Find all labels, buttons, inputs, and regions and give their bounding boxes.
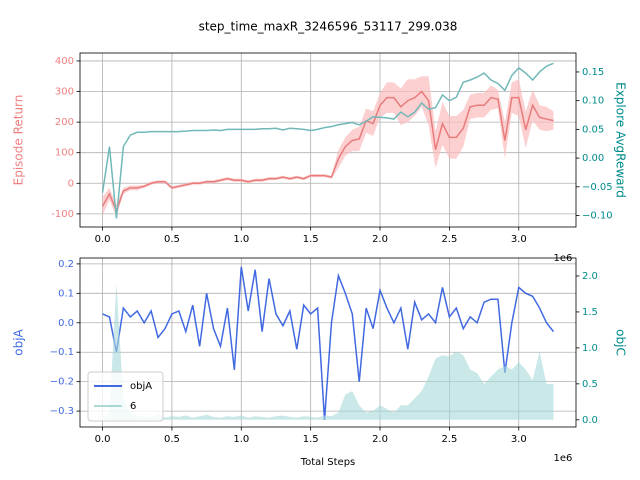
line <box>101 90 554 213</box>
x-tick-label: 1.5 <box>303 234 319 245</box>
y2-tick-label: −0.05 <box>582 182 613 193</box>
plot-area <box>102 266 555 420</box>
y-tick-label: 0.1 <box>58 288 74 299</box>
y2-tick-label: 1.5 <box>582 307 598 318</box>
x-offset-label: 1e6 <box>554 453 573 464</box>
y2-axis-label: Explore AvgReward <box>614 82 628 198</box>
y-tick-label: 0.0 <box>58 318 74 329</box>
x-tick-label: 3.0 <box>511 234 527 245</box>
y-tick-label: 0.2 <box>58 259 74 270</box>
y-tick-label: 400 <box>55 56 74 67</box>
x-tick-label: 1.0 <box>233 434 249 445</box>
y2-tick-label: 0.0 <box>582 415 598 426</box>
y-tick-label: 100 <box>55 148 74 159</box>
x-offset-label: 1e6 <box>554 253 573 264</box>
x-tick-label: 1.5 <box>303 434 319 445</box>
y-axis-label: Episode Return <box>12 95 26 186</box>
x-tick-label: 2.5 <box>441 234 457 245</box>
legend-box <box>87 371 164 422</box>
x-tick-label: 2.0 <box>372 434 388 445</box>
plot-area <box>101 62 554 219</box>
y2-tick-label: 1.0 <box>582 343 598 354</box>
x-tick-label: 1.0 <box>233 234 249 245</box>
x-tick-label: 2.0 <box>372 234 388 245</box>
y-axis-label: objA <box>12 328 26 355</box>
y2-tick-label: 0.00 <box>582 153 604 164</box>
figure-title: step_time_maxR_3246596_53117_299.038 <box>199 20 458 34</box>
axes-frame <box>79 52 577 228</box>
y-tick-label: −0.3 <box>50 406 74 417</box>
x-tick-label: 0.5 <box>164 234 180 245</box>
legend-label: 6 <box>130 401 136 412</box>
y2-tick-label: 0.5 <box>582 379 598 390</box>
y-tick-label: -100 <box>51 209 74 220</box>
y-tick-label: −0.1 <box>50 347 74 358</box>
y2-tick-label: 0.15 <box>582 67 604 78</box>
x-tick-label: 0.0 <box>95 234 111 245</box>
y2-tick-label: 0.10 <box>582 96 604 107</box>
line <box>102 266 555 420</box>
axes: 0.0 0.5 1.0 1.5 2.0 2.5 3.0 -100 0 100 200 300 400 −0… <box>12 52 628 264</box>
y2-tick-label: 0.05 <box>582 124 604 135</box>
axes: 0.0 0.5 1.0 1.5 2.0 2.5 3.0 −0.3 −0.2 −0.1 0.0 0.1 0… <box>12 257 628 468</box>
y-tick-label: −0.2 <box>50 377 74 388</box>
x-axis-label: Total Steps <box>300 457 356 468</box>
legend-label: objA <box>130 381 152 392</box>
y-tick-label: 200 <box>55 117 74 128</box>
x-tick-label: 0.0 <box>95 434 111 445</box>
error-band <box>102 76 554 217</box>
y2-tick-label: −0.10 <box>582 211 613 222</box>
y2-axis-label: objC <box>614 329 628 356</box>
y-tick-label: 300 <box>55 87 74 98</box>
x-tick-label: 0.5 <box>164 434 180 445</box>
y2-tick-label: 2.0 <box>582 271 598 282</box>
x-tick-label: 2.5 <box>441 434 457 445</box>
area <box>102 283 554 420</box>
axes-frame <box>79 257 577 428</box>
y-tick-label: 0 <box>68 178 74 189</box>
line <box>101 62 554 219</box>
x-tick-label: 3.0 <box>511 434 527 445</box>
